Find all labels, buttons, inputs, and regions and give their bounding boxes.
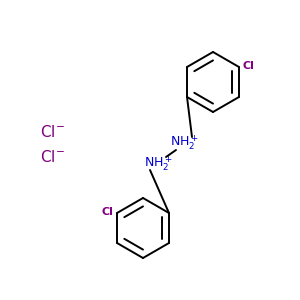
- Text: $\mathsf{NH_2^+}$: $\mathsf{NH_2^+}$: [143, 154, 172, 173]
- Text: $\mathsf{Cl}^{\mathsf{-}}$: $\mathsf{Cl}^{\mathsf{-}}$: [40, 149, 65, 165]
- Text: $\mathsf{NH_2^+}$: $\mathsf{NH_2^+}$: [169, 134, 199, 152]
- Text: $\mathsf{Cl}^{\mathsf{-}}$: $\mathsf{Cl}^{\mathsf{-}}$: [40, 124, 65, 140]
- Text: Cl: Cl: [101, 207, 113, 217]
- Text: Cl: Cl: [243, 61, 255, 71]
